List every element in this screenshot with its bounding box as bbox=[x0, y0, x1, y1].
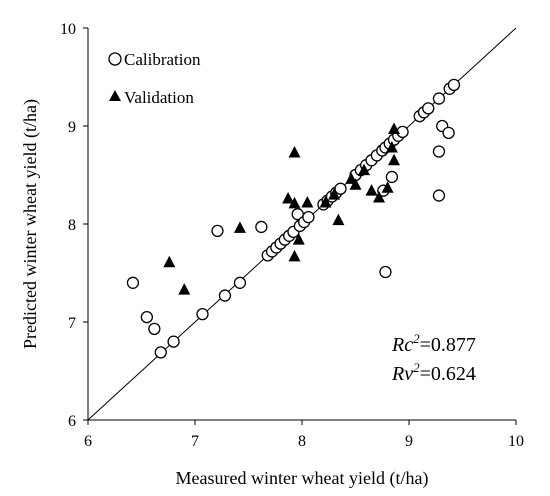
validation-point bbox=[373, 191, 386, 203]
x-tick-label: 7 bbox=[191, 433, 199, 450]
y-tick-label: 6 bbox=[68, 413, 76, 430]
calibration-point bbox=[432, 189, 446, 202]
y-tick-labels: 6 7 8 9 10 bbox=[60, 21, 88, 430]
validation-point bbox=[178, 283, 191, 295]
data-points bbox=[126, 78, 461, 359]
x-axis-label: Measured winter wheat yield (t/ha) bbox=[176, 468, 429, 489]
legend: Calibration Validation bbox=[108, 50, 201, 107]
validation-point bbox=[349, 178, 362, 190]
x-tick-labels: 6 7 8 9 10 bbox=[84, 420, 524, 450]
validation-point bbox=[328, 188, 341, 200]
validation-point bbox=[358, 163, 371, 176]
legend-validation-marker bbox=[109, 90, 121, 101]
validation-point bbox=[288, 196, 301, 209]
x-tick-label: 9 bbox=[405, 433, 413, 450]
series-validation bbox=[163, 122, 401, 295]
rv2-annotation: Rv2=0.624 bbox=[391, 360, 476, 385]
validation-point bbox=[388, 122, 401, 134]
calibration-point bbox=[126, 276, 140, 289]
legend-calibration-label: Calibration bbox=[124, 50, 201, 69]
calibration-point bbox=[255, 220, 268, 234]
validation-point bbox=[163, 255, 176, 268]
x-tick-label: 10 bbox=[508, 433, 524, 450]
calibration-point bbox=[148, 322, 161, 336]
validation-point bbox=[365, 184, 378, 196]
validation-point bbox=[288, 249, 301, 262]
calibration-point bbox=[432, 92, 446, 105]
calibration-point bbox=[385, 170, 399, 184]
validation-point bbox=[292, 233, 305, 245]
calibration-point bbox=[422, 102, 435, 115]
rc2-annotation: Rc2=0.877 bbox=[391, 331, 476, 356]
y-tick-label: 7 bbox=[68, 315, 76, 332]
calibration-point bbox=[154, 346, 167, 359]
calibration-point bbox=[233, 276, 247, 289]
y-tick-label: 8 bbox=[68, 217, 76, 234]
calibration-point bbox=[432, 145, 446, 158]
validation-point bbox=[301, 195, 314, 208]
validation-point bbox=[332, 213, 345, 226]
calibration-point bbox=[140, 310, 154, 324]
x-tick-label: 8 bbox=[298, 433, 306, 450]
y-tick-label: 10 bbox=[60, 21, 76, 38]
validation-point bbox=[388, 153, 401, 166]
validation-point bbox=[233, 221, 246, 233]
calibration-point bbox=[334, 182, 347, 195]
calibration-point bbox=[447, 78, 461, 91]
calibration-point bbox=[302, 210, 315, 224]
calibration-point bbox=[442, 126, 455, 140]
legend-validation-label: Validation bbox=[124, 88, 194, 107]
x-tick-label: 6 bbox=[84, 433, 92, 450]
calibration-point bbox=[167, 335, 180, 348]
y-axis-label: Predicted winter wheat yield (t/ha) bbox=[20, 99, 41, 349]
calibration-point bbox=[218, 289, 232, 302]
calibration-point bbox=[379, 265, 392, 279]
y-tick-label: 9 bbox=[68, 119, 76, 136]
legend-calibration-marker bbox=[108, 52, 122, 66]
validation-point bbox=[288, 145, 301, 158]
validation-point bbox=[319, 195, 332, 208]
series-calibration bbox=[126, 78, 461, 359]
validation-point bbox=[381, 181, 394, 193]
validation-point bbox=[385, 141, 398, 153]
validation-point bbox=[282, 192, 295, 204]
calibration-point bbox=[196, 308, 209, 321]
calibration-point bbox=[211, 224, 224, 238]
